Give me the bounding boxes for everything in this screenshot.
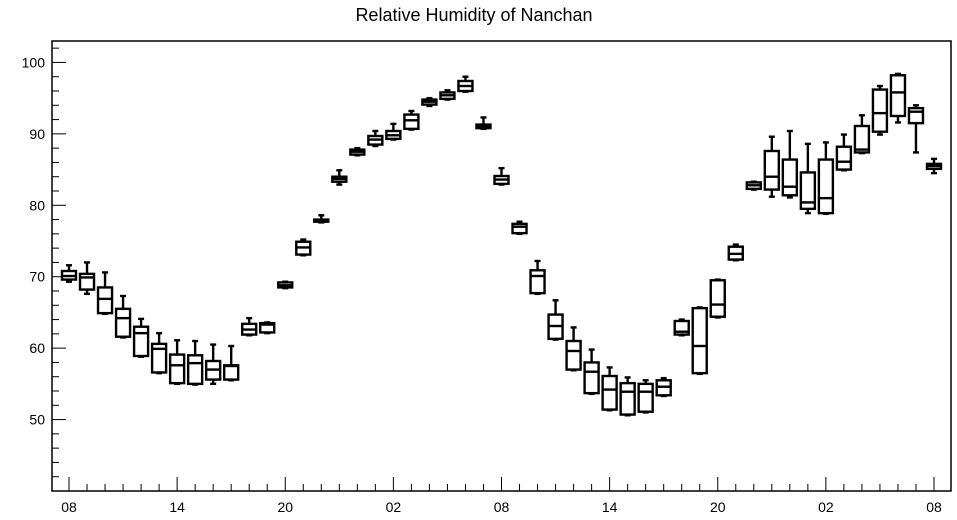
- box-mark: [907, 104, 925, 154]
- box-mark: [114, 294, 132, 339]
- box-mark: [168, 339, 186, 386]
- box-mark: [511, 220, 528, 236]
- box-mark: [781, 129, 799, 199]
- box-mark: [331, 169, 348, 186]
- iqr-box: [114, 307, 132, 338]
- box-mark: [295, 238, 312, 257]
- iqr-box: [601, 374, 618, 411]
- x-tick-label: 14: [602, 499, 618, 515]
- box-mark: [78, 261, 96, 296]
- box-mark: [475, 116, 492, 131]
- x-tick-label: 08: [926, 499, 942, 515]
- iqr-box: [583, 361, 600, 395]
- box-mark: [853, 114, 871, 155]
- y-tick-label: 50: [29, 412, 45, 428]
- box-mark: [493, 166, 510, 186]
- box-mark: [691, 306, 708, 376]
- iqr-box: [871, 88, 889, 133]
- iqr-box: [529, 269, 546, 295]
- x-axis: 08 14 20 02 08 14 20 02 08: [61, 477, 942, 515]
- iqr-box: [619, 381, 636, 416]
- box-mark: [835, 133, 853, 172]
- box-mark: [925, 157, 943, 175]
- iqr-box: [691, 306, 708, 375]
- iqr-box: [168, 353, 186, 385]
- box-mark: [60, 264, 78, 283]
- box-mark: [457, 75, 474, 93]
- iqr-box: [763, 149, 781, 191]
- box-mark: [565, 326, 582, 372]
- box-mark: [799, 142, 817, 215]
- box-mark: [745, 180, 762, 191]
- box-mark: [439, 89, 456, 101]
- box-mark: [150, 331, 168, 375]
- iqr-box: [186, 354, 204, 386]
- x-tick-label: 20: [277, 499, 293, 515]
- x-tick-label: 08: [494, 499, 510, 515]
- box-mark: [817, 141, 835, 216]
- box-mark: [367, 129, 384, 148]
- box-mark: [763, 135, 781, 198]
- iqr-box: [637, 382, 654, 413]
- iqr-box: [889, 74, 907, 118]
- iqr-box: [403, 113, 420, 131]
- iqr-box: [817, 158, 835, 215]
- box-mark: [96, 271, 114, 316]
- iqr-box: [222, 364, 240, 381]
- y-tick-label: 60: [29, 340, 45, 356]
- box-mark: [313, 214, 330, 224]
- iqr-box: [78, 272, 96, 291]
- x-tick-label: 08: [61, 499, 77, 515]
- x-tick-label: 02: [386, 499, 402, 515]
- y-tick-label: 70: [29, 269, 45, 285]
- iqr-box: [799, 171, 817, 211]
- chart-title: Relative Humidity of Nanchan: [355, 5, 592, 25]
- y-tick-label: 100: [22, 54, 46, 70]
- iqr-box: [132, 325, 150, 358]
- box-mark: [529, 259, 546, 296]
- iqr-box: [150, 342, 168, 374]
- iqr-box: [853, 124, 871, 154]
- box-mark: [385, 122, 402, 141]
- box-mark: [349, 146, 366, 157]
- box-mark: [277, 280, 294, 290]
- iqr-box: [259, 321, 276, 334]
- box-mark: [259, 321, 276, 335]
- x-tick-label: 14: [169, 499, 185, 515]
- iqr-box: [907, 106, 925, 125]
- y-tick-label: 80: [29, 197, 45, 213]
- x-tick-label: 20: [710, 499, 726, 515]
- iqr-box: [565, 339, 582, 371]
- box-mark: [547, 299, 564, 341]
- box-mark: [601, 366, 618, 412]
- box-mark: [673, 318, 690, 337]
- box-mark: [421, 96, 438, 108]
- box-mark: [871, 84, 889, 136]
- box-mark: [637, 379, 654, 414]
- box-mark: [132, 317, 150, 358]
- box-mark: [204, 343, 222, 386]
- iqr-box: [511, 222, 528, 235]
- y-tick-label: 90: [29, 126, 45, 142]
- box-mark: [241, 316, 258, 337]
- box-mark: [403, 109, 420, 131]
- iqr-box: [709, 279, 726, 318]
- box-mark: [889, 72, 907, 124]
- box-mark: [186, 339, 204, 386]
- box-mark: [655, 376, 672, 398]
- plot-area-frame: [51, 40, 952, 492]
- y-axis: 50 60 70 80 90 100: [22, 47, 66, 478]
- iqr-box: [781, 158, 799, 197]
- box-series: [60, 72, 943, 417]
- x-tick-label: 02: [818, 499, 834, 515]
- box-mark: [619, 376, 636, 417]
- box-mark: [222, 344, 240, 382]
- box-mark: [727, 243, 744, 262]
- box-mark: [583, 348, 600, 396]
- box-mark: [709, 278, 726, 319]
- iqr-box: [96, 286, 114, 315]
- iqr-box: [835, 145, 853, 171]
